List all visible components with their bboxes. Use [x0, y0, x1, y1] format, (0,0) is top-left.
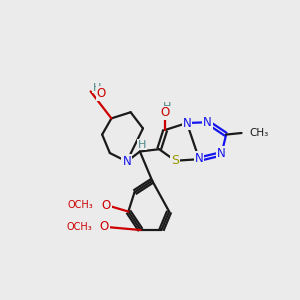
Text: N: N [203, 116, 212, 129]
Text: O: O [97, 87, 106, 100]
Text: O: O [161, 106, 170, 119]
Text: H: H [138, 140, 146, 150]
Text: N: N [195, 152, 204, 165]
Text: N: N [217, 147, 226, 160]
Text: CH₃: CH₃ [249, 128, 268, 138]
Text: OCH₃: OCH₃ [66, 222, 92, 232]
Text: S: S [171, 154, 179, 167]
Text: N: N [122, 155, 131, 168]
Text: N: N [182, 116, 191, 130]
Text: OCH₃: OCH₃ [68, 200, 94, 210]
Text: O: O [100, 220, 109, 233]
Text: H: H [93, 82, 101, 93]
Text: H: H [163, 102, 171, 112]
Text: O: O [101, 199, 111, 212]
